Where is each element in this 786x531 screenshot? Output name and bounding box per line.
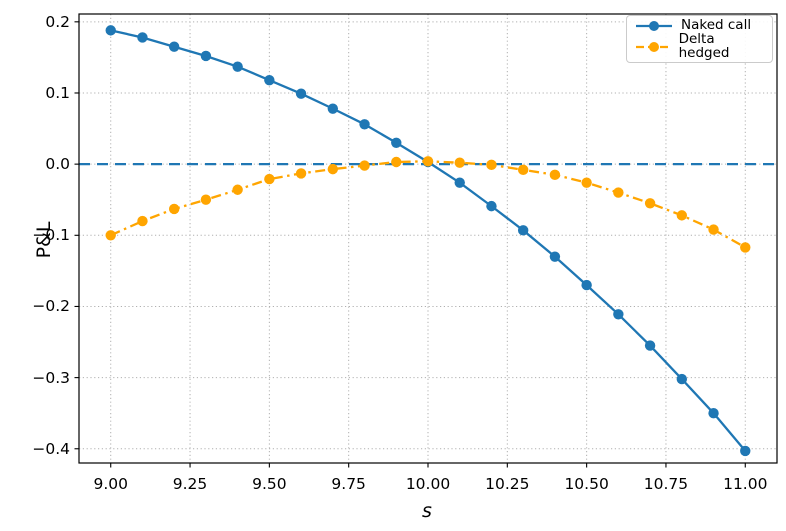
data-point-marker-1 bbox=[264, 173, 275, 185]
data-point-marker-1 bbox=[454, 157, 465, 168]
data-point-marker-1 bbox=[740, 242, 751, 253]
data-point-marker-0 bbox=[581, 279, 592, 291]
data-point-marker-0 bbox=[200, 50, 212, 62]
legend: Naked call Delta hedged bbox=[626, 15, 773, 63]
plot-border bbox=[78, 13, 778, 464]
data-point-marker-0 bbox=[168, 41, 180, 52]
x-tick-label: 11.00 bbox=[723, 475, 768, 493]
x-tick-label: 9.75 bbox=[331, 475, 366, 493]
data-point-marker-0 bbox=[740, 445, 751, 457]
data-point-marker-0 bbox=[295, 88, 307, 99]
data-point-marker-0 bbox=[486, 200, 497, 212]
legend-label-delta-hedged: Delta hedged bbox=[678, 31, 730, 61]
y-tick-label: 0.2 bbox=[45, 12, 70, 31]
legend-swatch-0 bbox=[636, 21, 672, 31]
data-point-marker-0 bbox=[391, 137, 402, 148]
legend-swatch-1 bbox=[636, 41, 671, 52]
data-point-marker-0 bbox=[264, 74, 275, 86]
data-point-marker-1 bbox=[200, 194, 212, 205]
data-point-marker-0 bbox=[327, 103, 339, 114]
y-tick-label: −0.3 bbox=[32, 368, 70, 387]
x-tick-label: 10.75 bbox=[643, 475, 689, 493]
data-point-marker-0 bbox=[454, 177, 465, 188]
x-tick-label: 10.50 bbox=[564, 475, 609, 493]
y-tick-label: −0.1 bbox=[32, 226, 70, 245]
data-point-marker-0 bbox=[644, 340, 656, 351]
legend-marker-sample-0 bbox=[649, 21, 659, 31]
data-point-marker-1 bbox=[359, 160, 370, 171]
x-axis-label: s bbox=[422, 500, 432, 522]
legend-item-delta-hedged: Delta hedged bbox=[635, 31, 764, 61]
data-point-marker-0 bbox=[232, 61, 243, 72]
data-point-marker-0 bbox=[517, 225, 529, 236]
y-tick-label: 0.1 bbox=[45, 83, 70, 102]
x-tick-label: 10.00 bbox=[405, 475, 451, 493]
data-point-marker-1 bbox=[391, 156, 402, 168]
x-tick-label: 10.25 bbox=[485, 475, 530, 493]
data-point-marker-0 bbox=[676, 373, 688, 385]
data-point-marker-0 bbox=[613, 309, 624, 320]
data-point-marker-1 bbox=[613, 187, 624, 198]
data-point-marker-1 bbox=[232, 184, 243, 195]
y-tick-label: 0.0 bbox=[45, 155, 70, 174]
data-point-marker-1 bbox=[676, 210, 688, 221]
data-point-marker-1 bbox=[708, 224, 719, 235]
data-point-marker-0 bbox=[105, 25, 116, 36]
legend-item-naked-call: Naked call bbox=[635, 19, 764, 33]
data-point-marker-1 bbox=[517, 164, 529, 176]
data-point-marker-1 bbox=[295, 168, 307, 179]
x-tick-label: 9.50 bbox=[252, 475, 287, 493]
x-tick-label: 9.00 bbox=[93, 475, 128, 493]
data-point-marker-1 bbox=[327, 163, 339, 175]
data-point-marker-0 bbox=[137, 32, 148, 43]
data-point-marker-1 bbox=[168, 203, 180, 215]
y-tick-label: −0.2 bbox=[32, 297, 70, 316]
data-point-marker-1 bbox=[105, 230, 116, 241]
data-point-marker-0 bbox=[359, 119, 370, 130]
x-tick-label: 9.25 bbox=[172, 475, 208, 493]
legend-marker-sample-1 bbox=[649, 41, 659, 52]
data-point-marker-1 bbox=[549, 169, 561, 181]
data-point-marker-0 bbox=[708, 407, 719, 419]
y-tick-label: −0.4 bbox=[32, 439, 70, 458]
data-point-marker-1 bbox=[422, 156, 434, 167]
data-point-marker-1 bbox=[644, 198, 656, 209]
legend-label-naked-call: Naked call bbox=[681, 17, 752, 34]
data-point-marker-1 bbox=[137, 215, 148, 227]
data-point-marker-1 bbox=[581, 177, 592, 188]
data-point-marker-1 bbox=[486, 159, 497, 171]
data-point-marker-0 bbox=[549, 251, 561, 262]
